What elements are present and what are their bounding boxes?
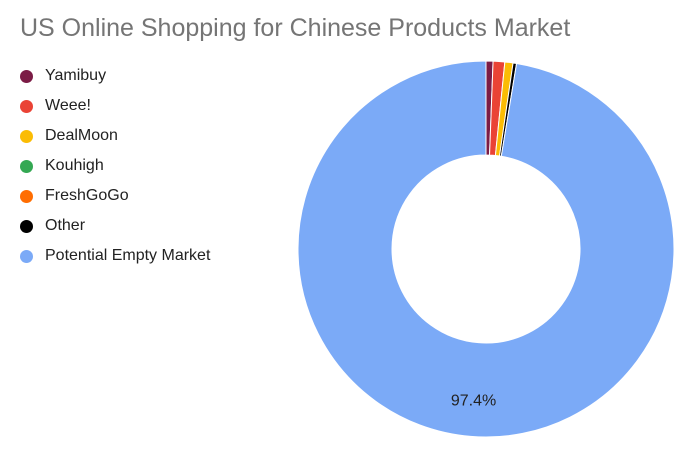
legend-item[interactable]: DealMoon: [20, 121, 210, 151]
legend-swatch: [20, 129, 33, 143]
legend-label: Other: [45, 217, 86, 234]
legend-item[interactable]: Kouhigh: [20, 151, 210, 181]
legend-item[interactable]: Other: [20, 211, 210, 241]
legend-item[interactable]: Yamibuy: [20, 61, 210, 91]
legend-item[interactable]: FreshGoGo: [20, 181, 210, 211]
legend-swatch: [20, 99, 33, 113]
legend-label: Weee!: [45, 97, 91, 114]
legend-swatch: [20, 159, 33, 173]
legend-swatch: [20, 189, 33, 203]
legend-label: Kouhigh: [45, 157, 104, 174]
chart-title: US Online Shopping for Chinese Products …: [20, 14, 571, 42]
legend-label: Yamibuy: [45, 67, 107, 84]
legend-swatch: [20, 69, 33, 83]
legend-label: FreshGoGo: [45, 187, 129, 204]
legend-item[interactable]: Potential Empty Market: [20, 241, 210, 271]
donut-slice[interactable]: [297, 60, 675, 438]
legend-label: DealMoon: [45, 127, 118, 144]
legend-item[interactable]: Weee!: [20, 91, 210, 121]
slice-data-label: 97.4%: [451, 393, 496, 410]
legend-label: Potential Empty Market: [45, 247, 211, 264]
legend-swatch: [20, 219, 33, 233]
legend-swatch: [20, 249, 33, 263]
legend: Yamibuy Weee! DealMoon Kouhigh FreshGoGo Othe…: [20, 61, 210, 271]
